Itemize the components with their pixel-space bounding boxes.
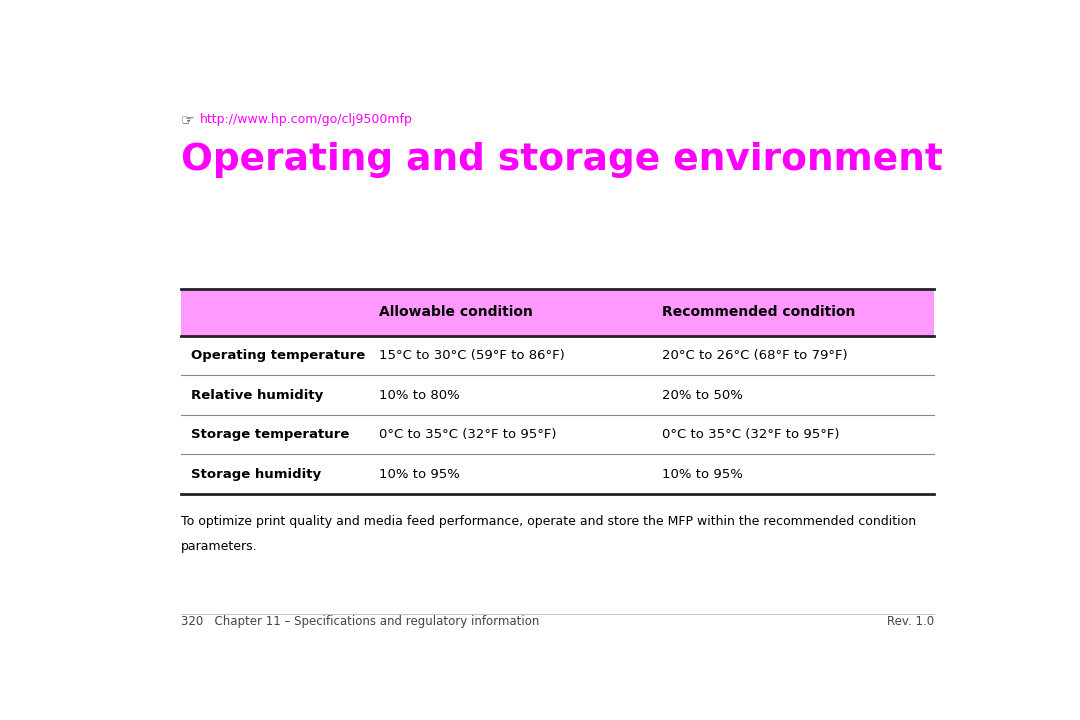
Text: To optimize print quality and media feed performance, operate and store the MFP : To optimize print quality and media feed… — [181, 515, 916, 528]
Text: 20°C to 26°C (68°F to 79°F): 20°C to 26°C (68°F to 79°F) — [662, 349, 848, 362]
Text: 15°C to 30°C (59°F to 86°F): 15°C to 30°C (59°F to 86°F) — [379, 349, 565, 362]
Bar — [181, 289, 934, 336]
Text: 10% to 95%: 10% to 95% — [379, 467, 460, 481]
Text: 320   Chapter 11 – Specifications and regulatory information: 320 Chapter 11 – Specifications and regu… — [181, 615, 539, 628]
Text: Operating temperature: Operating temperature — [191, 349, 365, 362]
Text: 0°C to 35°C (32°F to 95°F): 0°C to 35°C (32°F to 95°F) — [662, 428, 839, 441]
Text: Relative humidity: Relative humidity — [191, 389, 323, 402]
Text: http://www.hp.com/go/clj9500mfp: http://www.hp.com/go/clj9500mfp — [200, 113, 414, 126]
Text: parameters.: parameters. — [181, 540, 258, 553]
Text: Operating and storage environment: Operating and storage environment — [181, 142, 943, 178]
Text: Allowable condition: Allowable condition — [379, 305, 534, 319]
Text: 10% to 95%: 10% to 95% — [662, 467, 743, 481]
Text: 0°C to 35°C (32°F to 95°F): 0°C to 35°C (32°F to 95°F) — [379, 428, 557, 441]
Text: 10% to 80%: 10% to 80% — [379, 389, 460, 402]
Text: Recommended condition: Recommended condition — [662, 305, 855, 319]
Text: 20% to 50%: 20% to 50% — [662, 389, 743, 402]
Text: ☞: ☞ — [181, 113, 194, 128]
Text: Rev. 1.0: Rev. 1.0 — [887, 615, 934, 628]
Text: Storage temperature: Storage temperature — [191, 428, 350, 441]
Text: Storage humidity: Storage humidity — [191, 467, 321, 481]
